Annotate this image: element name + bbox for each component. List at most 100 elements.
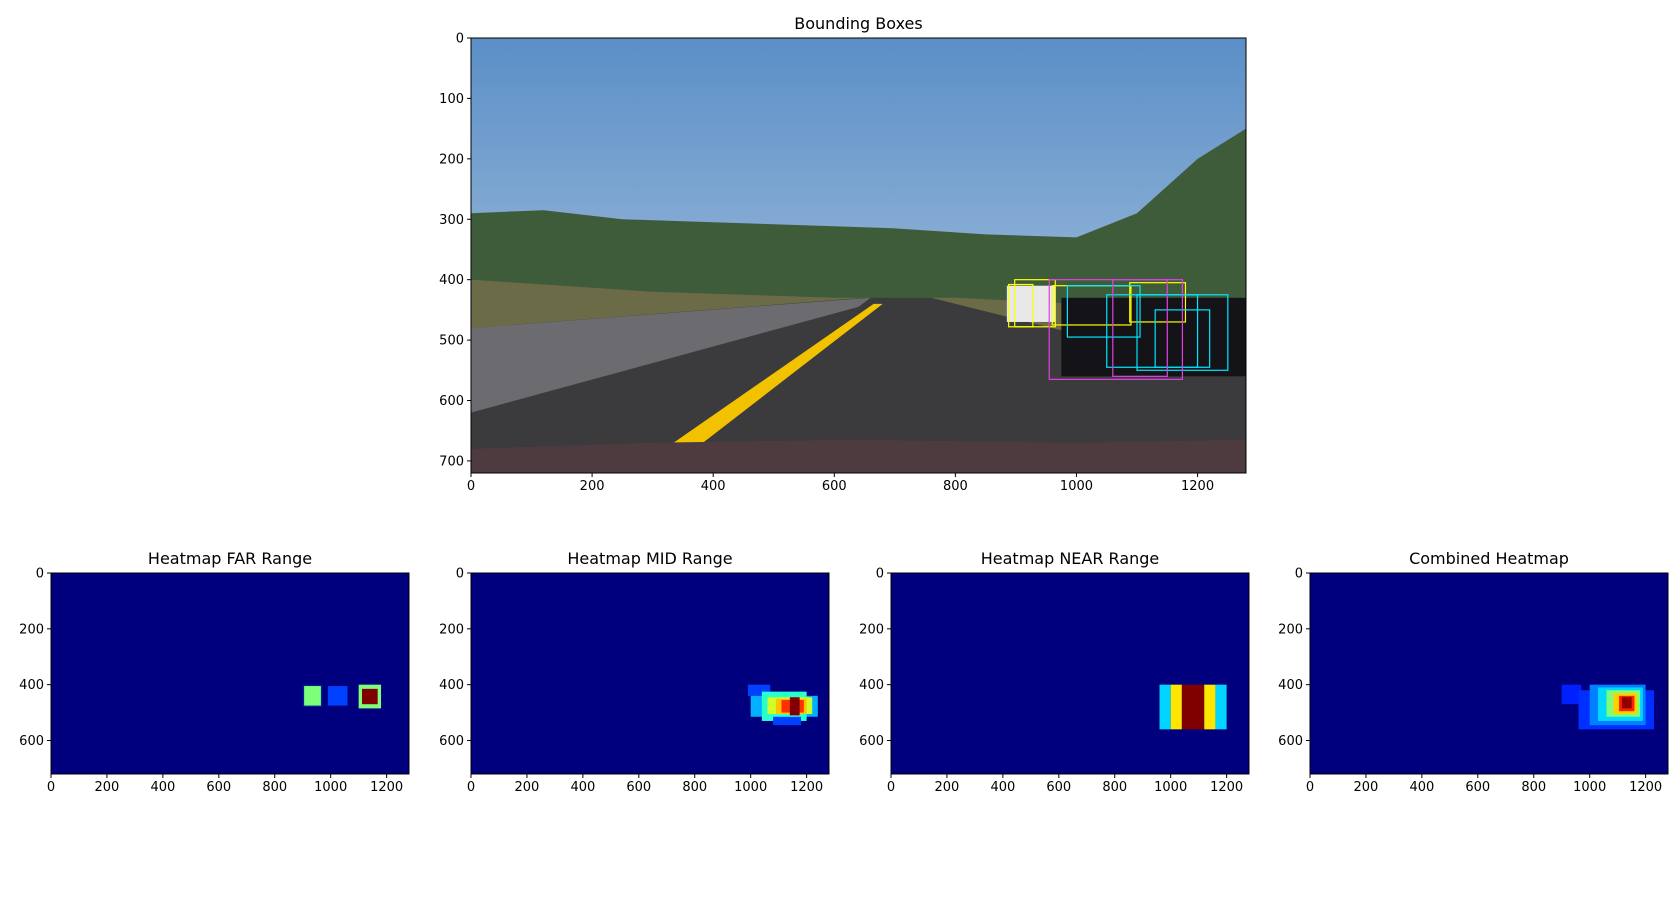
near-xtick-label-0: 0 xyxy=(887,780,895,795)
mid-heat-cell-0 xyxy=(747,684,771,696)
combined-xtick-label-2: 400 xyxy=(1409,780,1434,795)
bounding-ytick-label-2: 200 xyxy=(439,152,464,167)
bounding-box-1 xyxy=(1014,279,1056,328)
bounding-xtick-label-4: 800 xyxy=(943,479,968,494)
mid-ytick-label-0: 0 xyxy=(456,567,464,582)
near-xtick-label-6: 1200 xyxy=(1210,780,1243,795)
mid-xtick-label-0: 0 xyxy=(467,780,475,795)
bounding-box-4 xyxy=(1066,285,1141,338)
bounding-ytick-label-0: 0 xyxy=(456,32,464,47)
combined-axes-frame xyxy=(1309,572,1669,775)
mid-xtick-label-1: 200 xyxy=(515,780,540,795)
combined-xtick-label-5: 1000 xyxy=(1573,780,1606,795)
bounding-ytick-label-4: 400 xyxy=(439,273,464,288)
combined-xtick-label-4: 800 xyxy=(1521,780,1546,795)
subplots-group: 0 200 400 600 800 1000 1200 0 100 200 300 400 500 600… xyxy=(19,14,1669,795)
combined-xtick-label-6: 1200 xyxy=(1629,780,1662,795)
combined-ytick-label-0: 0 xyxy=(1295,567,1303,582)
mid-plot-area xyxy=(471,573,829,774)
far-xtick-label-6: 1200 xyxy=(370,780,403,795)
mid-heat-cell-7 xyxy=(789,697,800,716)
far-ytick-label-0: 0 xyxy=(36,567,44,582)
bounding-xtick-label-5: 1000 xyxy=(1060,479,1093,494)
bounding-ytick-label-5: 500 xyxy=(439,334,464,349)
combined-xtick-label-0: 0 xyxy=(1306,780,1314,795)
far-heatmap-background xyxy=(51,573,409,774)
far-xtick-label-2: 400 xyxy=(150,780,175,795)
far-xtick-label-0: 0 xyxy=(47,780,55,795)
mid-xtick-label-3: 600 xyxy=(626,780,651,795)
far-plot-area xyxy=(51,573,409,774)
bounding-plot-area xyxy=(471,38,1246,473)
near-heat-cell-2 xyxy=(1181,684,1205,730)
near-plot-area xyxy=(891,573,1249,774)
bounding-box-9 xyxy=(1112,279,1168,377)
scene-white-car xyxy=(1006,285,1056,322)
combined-ytick-label-2: 400 xyxy=(1278,678,1303,693)
far-axes-frame xyxy=(50,572,410,775)
bounding-axes-frame xyxy=(470,37,1247,474)
near-xtick-label-1: 200 xyxy=(935,780,960,795)
mid-ytick-label-2: 400 xyxy=(439,678,464,693)
bounding-xtick-label-3: 600 xyxy=(822,479,847,494)
bounding-subplot: 0 200 400 600 800 1000 1200 0 100 200 300 400 500 600… xyxy=(439,14,1247,494)
near-heat-cell-4 xyxy=(1215,684,1227,730)
far-subplot: 0 200 400 600 800 1000 1200 0 200 400 600 Heatmap F… xyxy=(19,549,410,795)
near-title: Heatmap NEAR Range xyxy=(981,549,1160,568)
far-ytick-label-1: 200 xyxy=(19,622,44,637)
mid-axes-frame xyxy=(470,572,830,775)
near-heat-cell-3 xyxy=(1204,684,1216,730)
near-subplot: 0 200 400 600 800 1000 1200 0 200 400 600 Heatmap N… xyxy=(859,549,1250,795)
far-ytick-label-3: 600 xyxy=(19,734,44,749)
near-heat-cell-1 xyxy=(1170,684,1182,730)
bounding-ytick-label-3: 300 xyxy=(439,213,464,228)
bounding-ytick-label-1: 100 xyxy=(439,92,464,107)
combined-subplot: 0 200 400 600 800 1000 1200 0 200 400 600 Combined … xyxy=(1278,549,1669,795)
near-xtick-label-3: 600 xyxy=(1046,780,1071,795)
mid-heatmap-background xyxy=(471,573,829,774)
near-ytick-label-2: 400 xyxy=(859,678,884,693)
scene-lane-line xyxy=(664,303,883,449)
far-ytick-label-2: 400 xyxy=(19,678,44,693)
combined-ytick-label-1: 200 xyxy=(1278,622,1303,637)
near-heatmap-background xyxy=(891,573,1249,774)
far-heat-cell-2 xyxy=(327,686,348,706)
mid-heat-cell-3 xyxy=(773,716,802,726)
scene-barrier xyxy=(471,297,871,413)
near-ytick-label-3: 600 xyxy=(859,734,884,749)
combined-heat-cell-7 xyxy=(1621,697,1632,709)
mid-xtick-label-5: 1000 xyxy=(734,780,767,795)
far-heat-cell-4 xyxy=(362,688,378,705)
mid-ytick-label-3: 600 xyxy=(439,734,464,749)
combined-xtick-label-3: 600 xyxy=(1465,780,1490,795)
mid-xtick-label-4: 800 xyxy=(682,780,707,795)
bounding-title: Bounding Boxes xyxy=(794,14,922,33)
bounding-box-3 xyxy=(1129,282,1187,323)
near-axes-frame xyxy=(890,572,1250,775)
combined-heat-cell-0 xyxy=(1561,684,1582,705)
combined-ytick-label-3: 600 xyxy=(1278,734,1303,749)
combined-plot-area xyxy=(1310,573,1668,774)
near-xtick-label-4: 800 xyxy=(1102,780,1127,795)
near-ytick-label-0: 0 xyxy=(876,567,884,582)
combined-title: Combined Heatmap xyxy=(1409,549,1569,568)
combined-heatmap-background xyxy=(1310,573,1668,774)
far-xtick-label-1: 200 xyxy=(95,780,120,795)
far-heat-cell-1 xyxy=(304,686,321,706)
near-ytick-label-1: 200 xyxy=(859,622,884,637)
mid-subplot: 0 200 400 600 800 1000 1200 0 200 400 600 Heatmap M… xyxy=(439,549,830,795)
mid-title: Heatmap MID Range xyxy=(567,549,732,568)
far-xtick-label-5: 1000 xyxy=(314,780,347,795)
bounding-ytick-label-7: 700 xyxy=(439,454,464,469)
scene-car-hood xyxy=(471,439,1246,473)
bounding-xtick-label-2: 400 xyxy=(701,479,726,494)
near-xtick-label-5: 1000 xyxy=(1154,780,1187,795)
near-heat-cell-0 xyxy=(1159,684,1171,730)
bounding-ytick-label-6: 600 xyxy=(439,394,464,409)
far-xtick-label-4: 800 xyxy=(262,780,287,795)
bounding-xtick-label-0: 0 xyxy=(467,479,475,494)
bounding-xtick-label-6: 1200 xyxy=(1181,479,1214,494)
far-xtick-label-3: 600 xyxy=(206,780,231,795)
far-title: Heatmap FAR Range xyxy=(148,549,312,568)
